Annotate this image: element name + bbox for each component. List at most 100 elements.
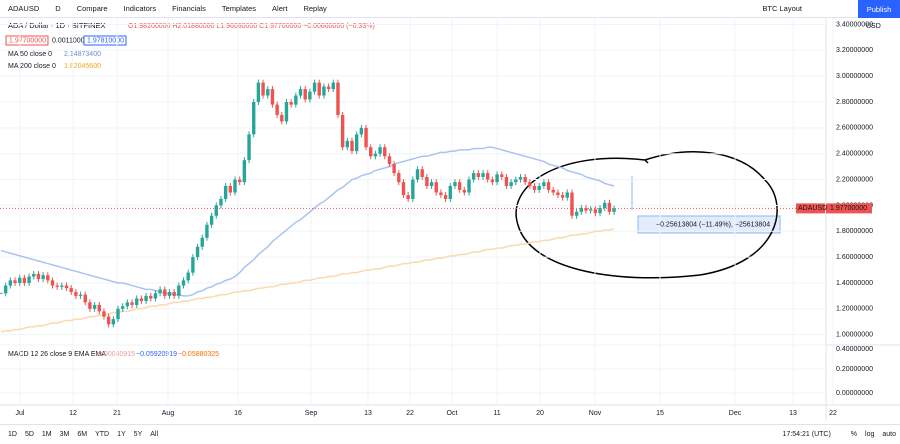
drawn-ellipse xyxy=(515,151,778,279)
tool[interactable]: Financials xyxy=(172,4,206,13)
range[interactable]: 1D xyxy=(8,431,17,438)
candle xyxy=(528,182,532,187)
candle xyxy=(205,224,209,238)
tool[interactable]: Compare xyxy=(76,4,108,13)
x-tick-label: 22 xyxy=(829,410,837,417)
candle xyxy=(256,82,261,103)
y-tick-label: 1.80000000 xyxy=(836,228,873,235)
candle xyxy=(429,182,434,187)
candle xyxy=(214,205,218,216)
candle xyxy=(378,147,382,154)
candle xyxy=(603,202,607,208)
macd-label: MACD 12 26 close 9 EMA EMA xyxy=(8,351,106,358)
candle xyxy=(237,179,242,183)
candle xyxy=(280,114,284,122)
candle xyxy=(22,277,27,283)
candle xyxy=(448,186,452,199)
candle xyxy=(27,276,31,283)
candle xyxy=(486,173,490,180)
candle xyxy=(312,82,317,92)
publish-button[interactable]: Publish xyxy=(858,0,900,18)
candle xyxy=(425,176,429,187)
candle xyxy=(434,182,438,193)
candle xyxy=(331,82,335,90)
y-tick-label: 1.60000000 xyxy=(836,254,873,261)
range[interactable]: 6M xyxy=(77,431,88,438)
candle xyxy=(135,298,139,305)
range[interactable]: YTD xyxy=(95,431,110,438)
candle xyxy=(252,102,256,135)
option[interactable]: % xyxy=(850,431,858,438)
interval[interactable]: D xyxy=(55,4,61,13)
candle xyxy=(78,294,83,296)
candle xyxy=(102,311,106,317)
macd-value: −0.00040915 xyxy=(94,351,135,358)
candle xyxy=(130,302,134,305)
candle xyxy=(50,280,55,286)
candle xyxy=(153,293,158,299)
range[interactable]: 1Y xyxy=(117,431,126,438)
candle xyxy=(345,140,350,148)
tool[interactable]: Templates xyxy=(221,4,257,13)
candle xyxy=(579,207,584,212)
macd-value: −0.05880325 xyxy=(178,351,219,358)
y-tick-label: 3.40000000 xyxy=(836,21,873,28)
tool[interactable]: Alert xyxy=(272,4,288,13)
y-tick-label: 3.20000000 xyxy=(836,47,873,54)
candle xyxy=(111,319,116,325)
range[interactable]: 1M xyxy=(41,431,52,438)
candle xyxy=(149,295,153,299)
candle xyxy=(471,173,476,180)
y-tick-label: 2.80000000 xyxy=(836,99,873,106)
x-tick-label: 20 xyxy=(536,410,544,417)
option[interactable]: auto xyxy=(882,431,896,438)
candle xyxy=(476,173,481,177)
range[interactable]: 3M xyxy=(59,431,70,438)
candle xyxy=(369,147,373,157)
candle xyxy=(8,280,13,286)
range[interactable]: 5D xyxy=(24,431,34,438)
symbol[interactable]: ADAUSD xyxy=(8,4,40,13)
measure-text: −0.25613804 (−11.49%), −25613804 xyxy=(656,221,770,228)
candle xyxy=(495,174,499,183)
candle xyxy=(294,95,298,105)
candle xyxy=(144,295,148,302)
x-tick-label: Aug xyxy=(162,410,175,417)
y-tick-label: 1.40000000 xyxy=(836,280,873,287)
candle xyxy=(74,292,78,296)
range[interactable]: All xyxy=(150,431,159,438)
legend-box: 1.97700000 xyxy=(9,37,46,44)
candle xyxy=(64,285,69,289)
tool[interactable]: Replay xyxy=(303,4,327,13)
candle xyxy=(308,91,312,100)
candle xyxy=(340,114,345,148)
candle xyxy=(97,304,101,312)
candle xyxy=(158,289,162,294)
candle xyxy=(289,102,293,105)
x-tick-label: 16 xyxy=(234,410,242,417)
x-tick-label: Jul xyxy=(16,410,25,417)
candle xyxy=(167,292,172,296)
candle xyxy=(593,209,598,214)
candle xyxy=(588,209,593,211)
candle xyxy=(247,134,251,161)
tool[interactable]: Indicators xyxy=(123,4,157,13)
candle xyxy=(13,280,17,283)
candle xyxy=(350,140,354,152)
candle xyxy=(598,207,602,214)
currency[interactable]: USD xyxy=(866,23,881,30)
y-tick-label: 2.20000000 xyxy=(836,176,873,183)
candle xyxy=(177,285,181,296)
range[interactable]: 5Y xyxy=(133,431,143,438)
clock: 17:54:21 (UTC) xyxy=(782,431,831,438)
candle xyxy=(275,104,279,115)
candle xyxy=(120,306,125,309)
candle xyxy=(106,316,111,325)
candle xyxy=(46,275,50,281)
layout[interactable]: BTC Layout xyxy=(762,4,802,13)
candle xyxy=(181,280,186,286)
candle xyxy=(364,127,368,148)
candle xyxy=(69,288,73,293)
candle xyxy=(551,189,555,193)
option[interactable]: log xyxy=(865,431,875,438)
